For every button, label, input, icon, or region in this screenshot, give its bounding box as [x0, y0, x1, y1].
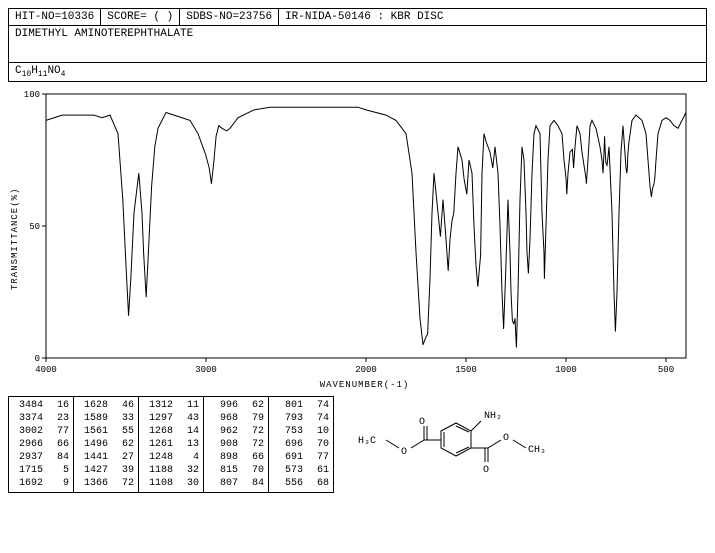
svg-text:H₃C: H₃C: [358, 436, 376, 447]
peak-table: 3484163374233002772966662937841715516929…: [8, 396, 334, 493]
peak-row: 158933: [78, 412, 134, 425]
svg-text:O: O: [503, 433, 509, 444]
svg-text:O: O: [419, 417, 425, 428]
peak-row: 129743: [143, 412, 199, 425]
peak-row: 144127: [78, 451, 134, 464]
x-axis-label: WAVENUMBER(-1): [22, 380, 707, 390]
svg-text:NH₂: NH₂: [484, 411, 502, 422]
peak-row: 118832: [143, 464, 199, 477]
peak-row: 142739: [78, 464, 134, 477]
peak-row: 55668: [273, 477, 329, 490]
peak-row: 337423: [13, 412, 69, 425]
peak-row: 80784: [208, 477, 264, 490]
svg-text:O: O: [483, 465, 489, 476]
peak-row: 131211: [143, 399, 199, 412]
peak-row: 348416: [13, 399, 69, 412]
peak-row: 162846: [78, 399, 134, 412]
peak-row: 110830: [143, 477, 199, 490]
peak-row: 126113: [143, 438, 199, 451]
peak-row: 96879: [208, 412, 264, 425]
svg-text:3000: 3000: [195, 365, 217, 375]
peak-row: 300277: [13, 425, 69, 438]
peak-row: 99662: [208, 399, 264, 412]
peak-row: 12484: [143, 451, 199, 464]
sdbs-no: SDBS-NO=23756: [180, 9, 279, 25]
peak-row: 69177: [273, 451, 329, 464]
peak-row: 16929: [13, 477, 69, 490]
molecule-structure: NH₂OOH₃COOCH₃: [346, 396, 707, 495]
svg-text:O: O: [401, 447, 407, 458]
ir-desc: IR-NIDA-50146 : KBR DISC: [279, 9, 706, 25]
peak-row: 90872: [208, 438, 264, 451]
svg-text:100: 100: [24, 90, 40, 100]
svg-text:0: 0: [35, 354, 40, 364]
svg-text:CH₃: CH₃: [528, 445, 546, 456]
peak-row: 57361: [273, 464, 329, 477]
molecular-formula: C10H11NO4: [8, 63, 707, 82]
y-axis-label: TRANSMITTANCE(%): [8, 88, 22, 390]
svg-text:50: 50: [29, 222, 40, 232]
peak-row: 293784: [13, 451, 69, 464]
peak-row: 69670: [273, 438, 329, 451]
svg-text:500: 500: [658, 365, 674, 375]
compound-title: DIMETHYL AMINOTEREPHTHALATE: [8, 26, 707, 63]
peak-row: 79374: [273, 412, 329, 425]
peak-row: 136672: [78, 477, 134, 490]
peak-row: 126814: [143, 425, 199, 438]
score: SCORE= ( ): [101, 9, 180, 25]
peak-row: 296666: [13, 438, 69, 451]
svg-text:2000: 2000: [355, 365, 377, 375]
svg-text:1000: 1000: [555, 365, 577, 375]
ir-spectrum-chart: 0 50 100 4000 3000 2000 1500 1000 500: [22, 88, 692, 378]
hit-no: HIT-NO=10336: [9, 9, 101, 25]
peak-row: 149662: [78, 438, 134, 451]
peak-row: 89866: [208, 451, 264, 464]
peak-row: 80174: [273, 399, 329, 412]
peak-row: 81570: [208, 464, 264, 477]
svg-text:1500: 1500: [455, 365, 477, 375]
peak-row: 17155: [13, 464, 69, 477]
peak-row: 96272: [208, 425, 264, 438]
svg-text:4000: 4000: [35, 365, 57, 375]
peak-row: 75310: [273, 425, 329, 438]
header-bar: HIT-NO=10336 SCORE= ( ) SDBS-NO=23756 IR…: [8, 8, 707, 26]
peak-row: 156155: [78, 425, 134, 438]
